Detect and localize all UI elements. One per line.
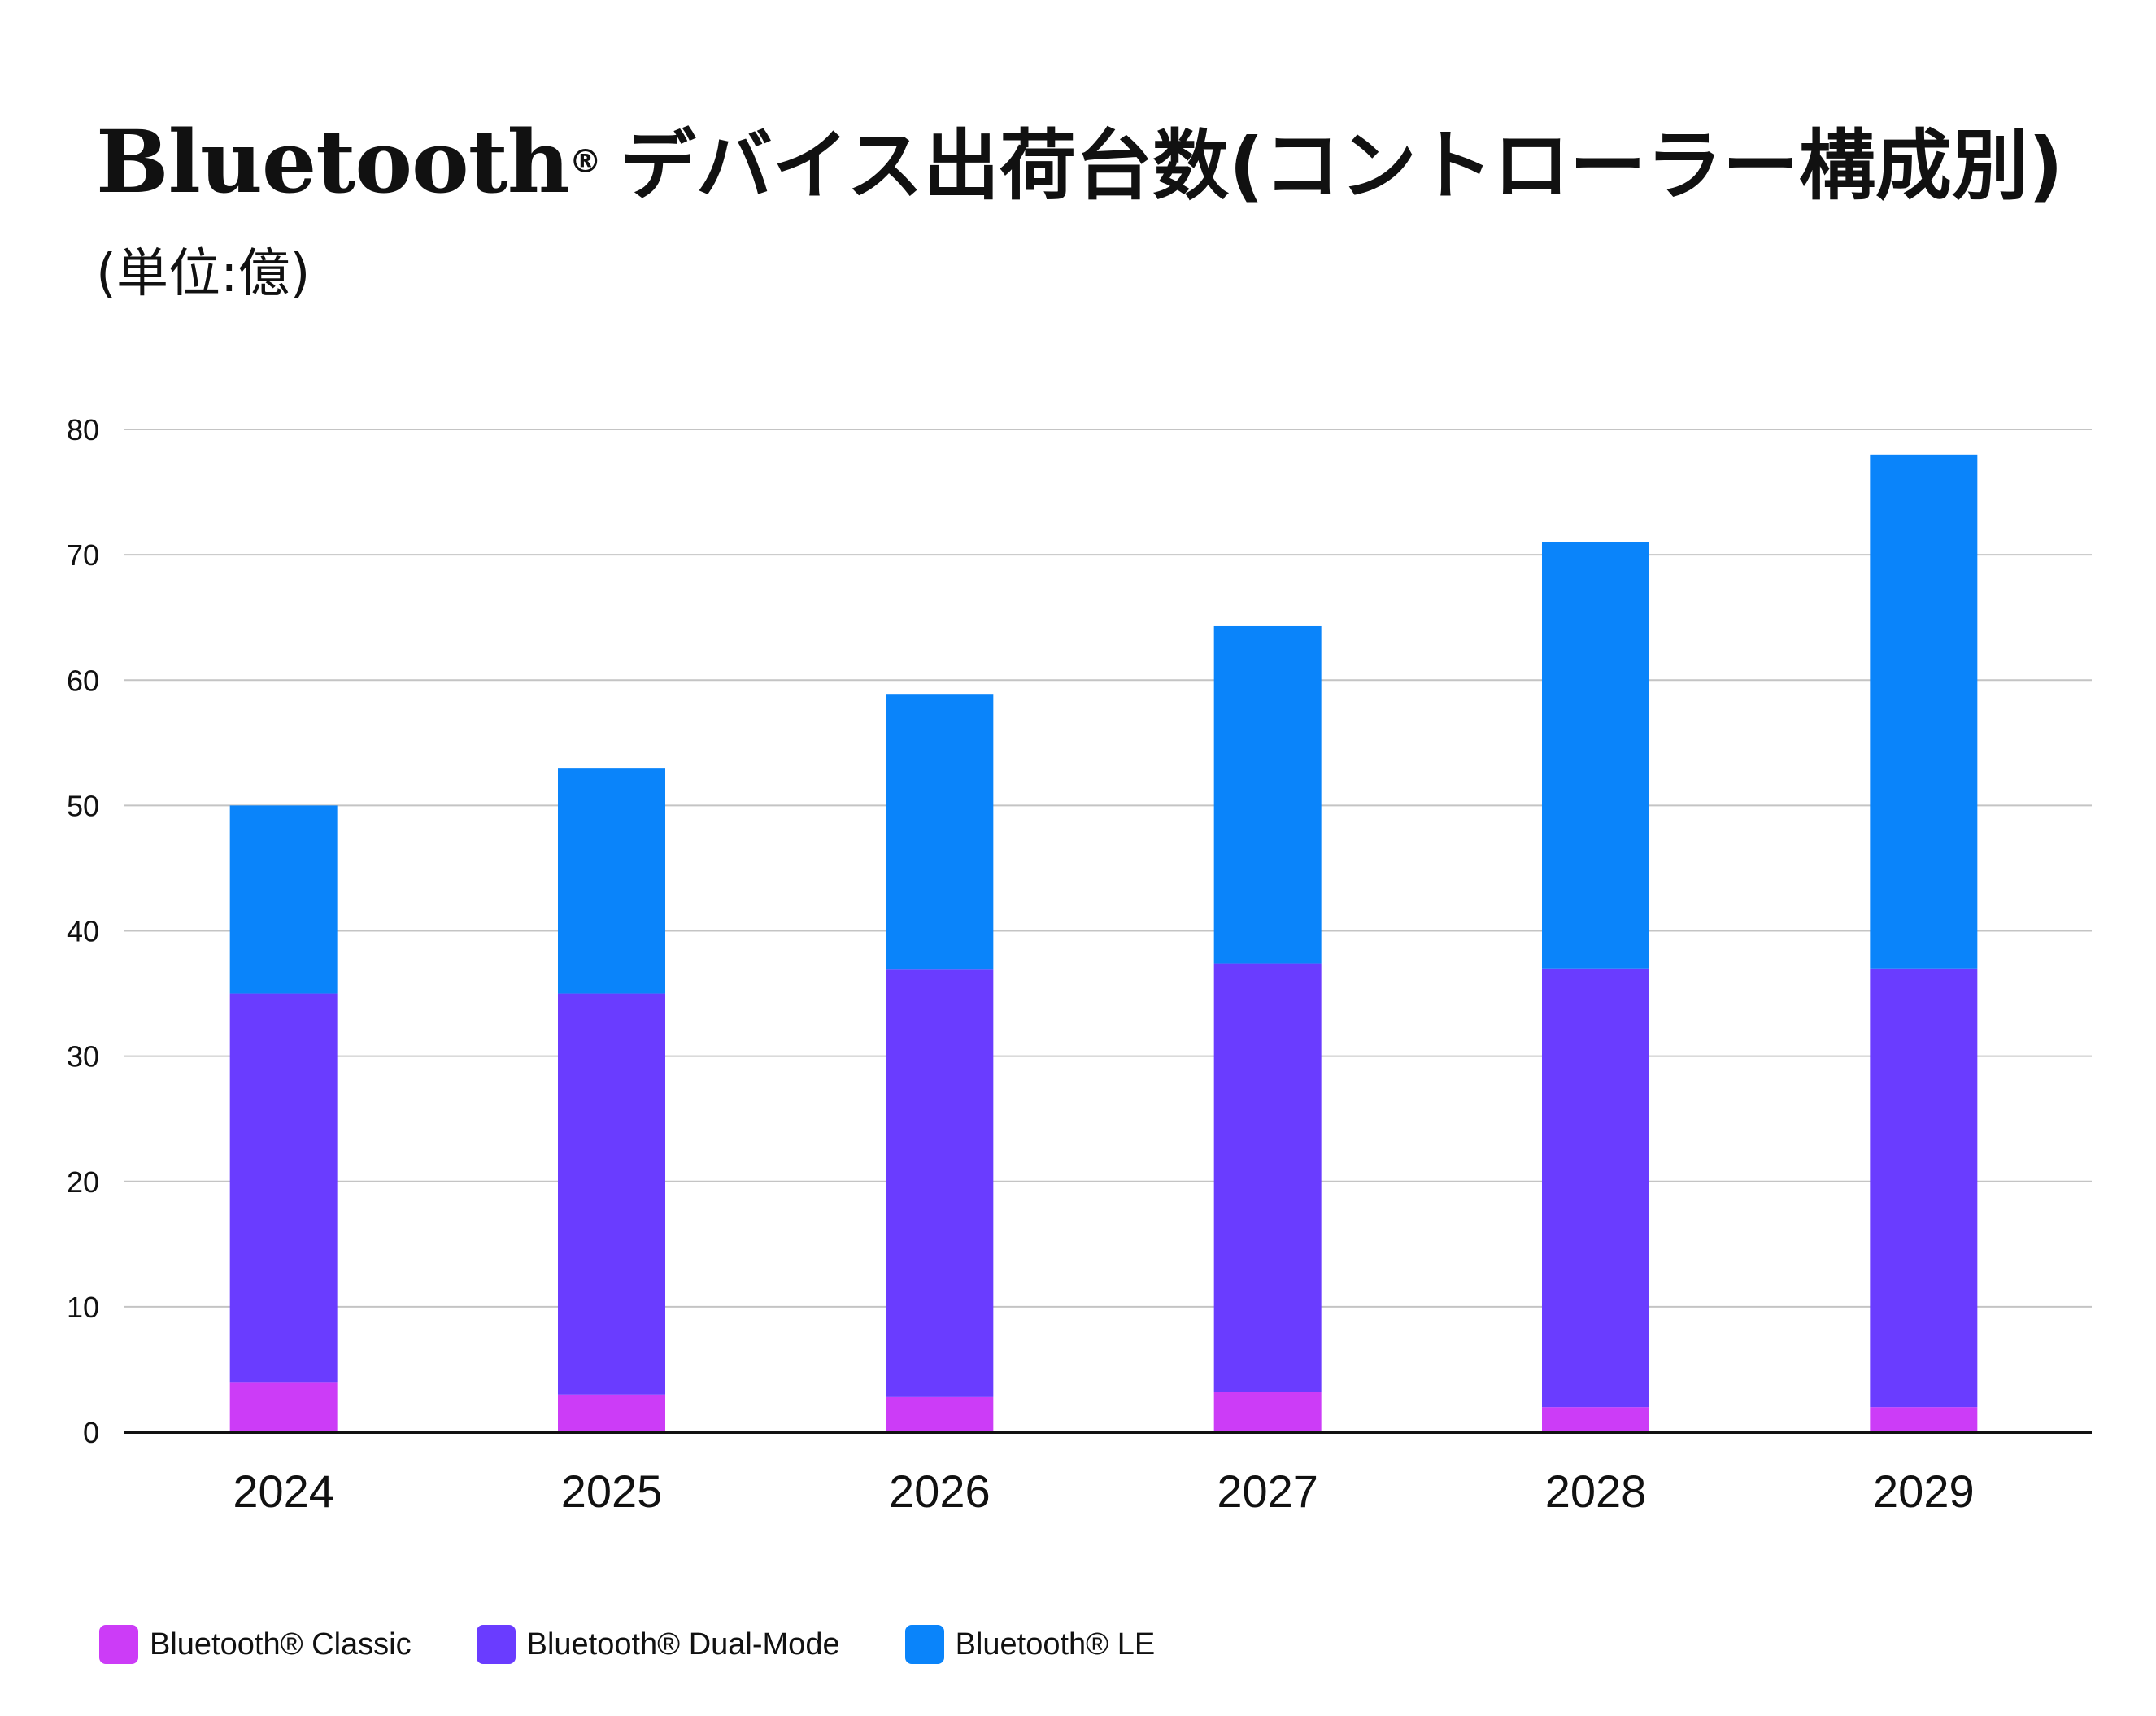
legend: Bluetooth® Classic Bluetooth® Dual-Mode Bl… <box>99 1625 1220 1664</box>
bar-segment-2024-classic <box>229 1382 338 1432</box>
bar-segment-2025-dual-mode <box>558 993 665 1395</box>
bar-segment-2028-le <box>1542 542 1649 969</box>
y-axis-ticks: 0 10 20 30 40 50 60 70 80 <box>67 413 99 1449</box>
y-tick-label: 40 <box>67 915 99 948</box>
legend-label: Bluetooth® LE <box>955 1627 1156 1662</box>
title-brand: Bluetooth <box>96 111 570 212</box>
x-tick-label: 2025 <box>561 1466 663 1517</box>
bar-segment-2029-le <box>1870 454 1978 969</box>
bars <box>229 454 1978 1432</box>
grid-lines <box>124 429 2092 1308</box>
bar-segment-2029-dual-mode <box>1870 968 1978 1408</box>
y-tick-label: 60 <box>67 664 99 697</box>
x-tick-label: 2029 <box>1873 1466 1975 1517</box>
x-axis-ticks: 2024 2025 2026 2027 2028 2029 <box>233 1466 1974 1517</box>
y-tick-label: 0 <box>83 1416 99 1449</box>
bar-segment-2026-classic <box>886 1396 994 1432</box>
bar-segment-2027-classic <box>1213 1392 1322 1432</box>
legend-swatch <box>476 1625 516 1664</box>
bar-segment-2025-le <box>558 768 665 994</box>
y-tick-label: 20 <box>67 1165 99 1199</box>
y-tick-label: 50 <box>67 789 99 822</box>
bar-segment-2024-le <box>229 805 338 994</box>
x-tick-label: 2024 <box>233 1466 334 1517</box>
bar-segment-2024-dual-mode <box>229 993 338 1383</box>
bar-segment-2027-dual-mode <box>1213 963 1322 1392</box>
bar-segment-2029-classic <box>1870 1407 1978 1432</box>
y-tick-label: 30 <box>67 1040 99 1074</box>
x-tick-label: 2028 <box>1545 1466 1647 1517</box>
x-tick-label: 2027 <box>1217 1466 1318 1517</box>
title-registered-mark: ® <box>568 142 602 181</box>
bar-segment-2025-classic <box>558 1394 665 1432</box>
legend-swatch <box>99 1625 138 1664</box>
title-text: デバイス出荷台数(コントローラー構成別) <box>619 122 2063 211</box>
bar-segment-2028-classic <box>1542 1407 1649 1432</box>
legend-label: Bluetooth® Classic <box>150 1627 412 1662</box>
y-tick-label: 70 <box>67 538 99 572</box>
bar-segment-2028-dual-mode <box>1542 968 1649 1408</box>
bar-segment-2026-le <box>886 694 994 970</box>
chart-subtitle: (単位:億) <box>96 244 311 304</box>
legend-item: Bluetooth® Classic <box>99 1625 412 1664</box>
y-tick-label: 80 <box>67 413 99 446</box>
bar-segment-2026-dual-mode <box>886 969 994 1397</box>
legend-item: Bluetooth® LE <box>904 1625 1156 1664</box>
x-tick-label: 2026 <box>889 1466 991 1517</box>
legend-item: Bluetooth® Dual-Mode <box>476 1625 840 1664</box>
bar-segment-2027-le <box>1213 625 1322 964</box>
legend-swatch <box>904 1625 944 1664</box>
chart-title: Bluetooth® デバイス出荷台数(コントローラー構成別) <box>96 104 2063 215</box>
legend-label: Bluetooth® Dual-Mode <box>526 1627 840 1662</box>
y-tick-label: 10 <box>67 1291 99 1324</box>
